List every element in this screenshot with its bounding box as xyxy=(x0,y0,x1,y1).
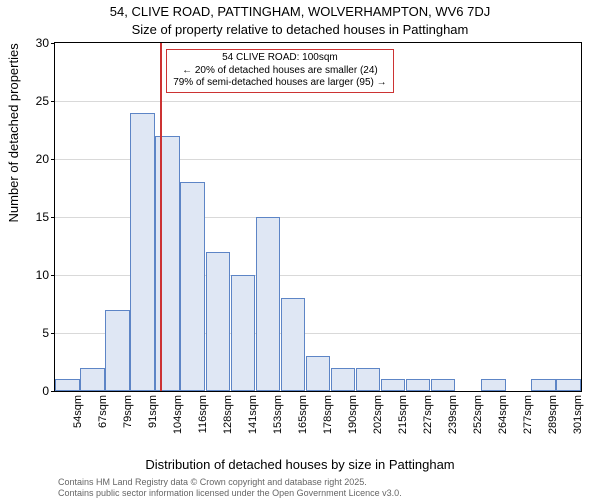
x-tick-label: 190sqm xyxy=(347,395,359,434)
histogram-bar xyxy=(130,113,155,391)
annotation-line: 79% of semi-detached houses are larger (… xyxy=(173,77,386,90)
histogram-bar xyxy=(531,379,556,391)
x-tick-label: 264sqm xyxy=(497,395,509,434)
footer-line-1: Contains HM Land Registry data © Crown c… xyxy=(58,477,402,487)
histogram-bar xyxy=(231,275,256,391)
y-tick-label: 10 xyxy=(36,268,49,282)
x-tick-label: 128sqm xyxy=(222,395,234,434)
histogram-bar xyxy=(356,368,381,391)
x-tick-label: 67sqm xyxy=(97,395,109,428)
annotation-box: 54 CLIVE ROAD: 100sqm← 20% of detached h… xyxy=(166,49,393,93)
x-tick-label: 301sqm xyxy=(572,395,584,434)
footer-line-2: Contains public sector information licen… xyxy=(58,488,402,498)
chart-title-2: Size of property relative to detached ho… xyxy=(0,22,600,37)
x-tick-label: 104sqm xyxy=(172,395,184,434)
histogram-bar xyxy=(105,310,130,391)
y-tick xyxy=(51,217,55,218)
histogram-bar xyxy=(331,368,356,391)
gridline xyxy=(55,101,581,102)
annotation-line: 54 CLIVE ROAD: 100sqm xyxy=(173,52,386,65)
x-tick-label: 54sqm xyxy=(72,395,84,428)
x-tick-label: 165sqm xyxy=(297,395,309,434)
attribution-footer: Contains HM Land Registry data © Crown c… xyxy=(58,477,402,498)
x-tick-label: 239sqm xyxy=(447,395,459,434)
histogram-bar xyxy=(556,379,581,391)
y-tick-label: 25 xyxy=(36,94,49,108)
histogram-bar xyxy=(306,356,331,391)
annotation-line: ← 20% of detached houses are smaller (24… xyxy=(173,65,386,78)
histogram-bar xyxy=(281,298,306,391)
plot-area: 05101520253054sqm67sqm79sqm91sqm104sqm11… xyxy=(54,42,582,392)
histogram-bar xyxy=(481,379,506,391)
x-tick-label: 252sqm xyxy=(472,395,484,434)
x-tick-label: 91sqm xyxy=(147,395,159,428)
y-tick xyxy=(51,333,55,334)
x-tick-label: 289sqm xyxy=(547,395,559,434)
x-tick-label: 227sqm xyxy=(422,395,434,434)
x-tick-label: 153sqm xyxy=(272,395,284,434)
histogram-bar xyxy=(80,368,105,391)
y-tick-label: 5 xyxy=(42,326,49,340)
y-tick xyxy=(51,275,55,276)
x-tick-label: 141sqm xyxy=(247,395,259,434)
y-tick-label: 30 xyxy=(36,36,49,50)
y-tick-label: 20 xyxy=(36,152,49,166)
marker-line xyxy=(160,43,162,391)
x-tick-label: 215sqm xyxy=(397,395,409,434)
y-tick xyxy=(51,43,55,44)
histogram-bar xyxy=(55,379,80,391)
x-tick-label: 79sqm xyxy=(122,395,134,428)
y-axis-label: Number of detached properties xyxy=(6,43,21,222)
histogram-bar xyxy=(381,379,406,391)
histogram-bar xyxy=(180,182,205,391)
y-tick xyxy=(51,391,55,392)
histogram-bar xyxy=(431,379,456,391)
x-tick-label: 202sqm xyxy=(372,395,384,434)
x-tick-label: 178sqm xyxy=(322,395,334,434)
histogram-bar xyxy=(155,136,180,391)
x-tick-label: 116sqm xyxy=(197,395,209,433)
chart-container: 54, CLIVE ROAD, PATTINGHAM, WOLVERHAMPTO… xyxy=(0,0,600,500)
y-tick xyxy=(51,159,55,160)
histogram-bar xyxy=(256,217,281,391)
y-tick-label: 15 xyxy=(36,210,49,224)
x-tick-label: 277sqm xyxy=(522,395,534,434)
y-tick-label: 0 xyxy=(42,384,49,398)
x-axis-label: Distribution of detached houses by size … xyxy=(0,457,600,472)
chart-title-1: 54, CLIVE ROAD, PATTINGHAM, WOLVERHAMPTO… xyxy=(0,4,600,19)
y-tick xyxy=(51,101,55,102)
histogram-bar xyxy=(206,252,231,391)
histogram-bar xyxy=(406,379,431,391)
